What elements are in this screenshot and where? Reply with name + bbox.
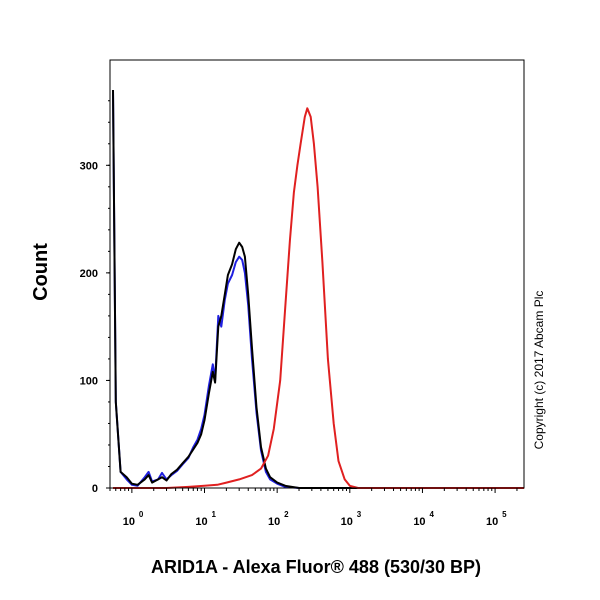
x-tick-exponent: 4 xyxy=(429,510,434,519)
y-tick-label: 300 xyxy=(80,160,98,172)
y-tick-label: 200 xyxy=(80,268,98,280)
y-tick-label: 0 xyxy=(92,483,98,495)
x-tick-exponent: 1 xyxy=(212,510,217,519)
copyright-annotation: Copyright (c) 2017 Abcam Plc xyxy=(532,291,546,450)
x-tick-label: 10 xyxy=(123,516,135,528)
y-tick-label: 100 xyxy=(80,375,98,387)
x-tick-exponent: 2 xyxy=(284,510,289,519)
plot-frame xyxy=(109,59,525,489)
series-line-0 xyxy=(112,89,524,489)
x-tick-label: 10 xyxy=(341,516,353,528)
series-layer xyxy=(112,89,524,489)
x-tick-label: 10 xyxy=(486,516,498,528)
series-line-2 xyxy=(113,107,524,489)
x-tick-label: 10 xyxy=(413,516,425,528)
x-tick-exponent: 0 xyxy=(139,510,144,519)
x-tick-exponent: 3 xyxy=(357,510,362,519)
x-tick-exponent: 5 xyxy=(502,510,507,519)
y-axis-title: Count xyxy=(30,243,52,301)
x-tick-label: 10 xyxy=(195,516,207,528)
series-line-1 xyxy=(112,89,524,489)
x-axis-title: ARID1A - Alexa Fluor® 488 (530/30 BP) xyxy=(151,557,481,577)
x-tick-label: 10 xyxy=(268,516,280,528)
